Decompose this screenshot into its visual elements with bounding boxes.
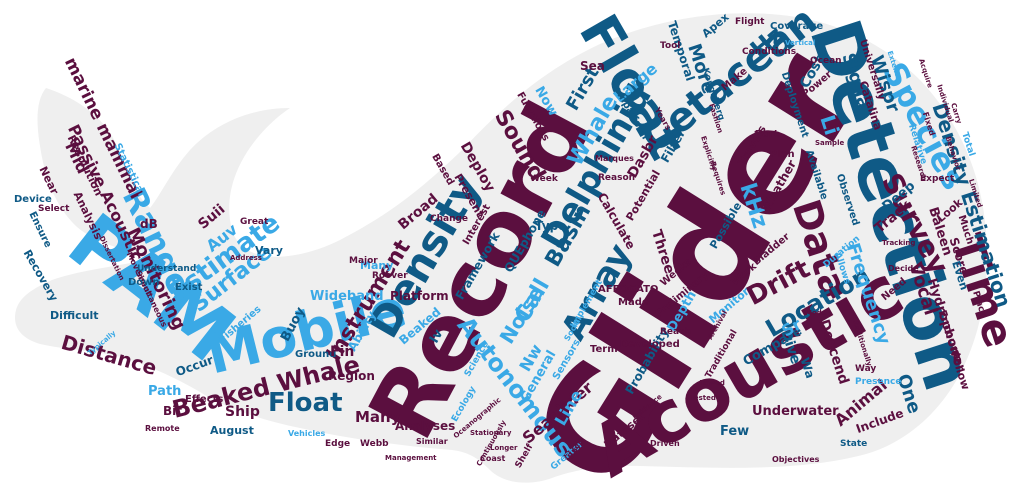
word-reason: Reason — [598, 173, 636, 183]
word-similar: Similar — [416, 437, 448, 446]
word-term: Term — [590, 344, 618, 355]
word-affogato: AFFOGATO — [598, 284, 659, 295]
word-ship: Ship — [225, 404, 260, 420]
word-coast: Coast — [480, 454, 506, 463]
word-exist: Exist — [175, 282, 203, 293]
word-towed: Towed — [700, 379, 725, 387]
word-effects: Effects — [185, 394, 224, 405]
word-difficult: Difficult — [50, 309, 99, 322]
word-sea: Sea — [580, 59, 605, 73]
word-great: Great — [240, 217, 269, 227]
word-path: Path — [148, 384, 182, 399]
word-major: Major — [349, 256, 378, 266]
word-vary: Vary — [255, 244, 283, 257]
word-part: Part — [755, 129, 779, 140]
word-fin: Fin — [330, 344, 355, 360]
word-select: Select — [38, 204, 70, 214]
word-underwater: Underwater — [752, 404, 839, 419]
word-ensure: Ensure — [26, 209, 54, 250]
word-edge: Edge — [325, 439, 351, 449]
word-stationary: Stationary — [470, 429, 512, 437]
word-bit: Bit — [163, 404, 182, 418]
word-analyses: Analyses — [395, 419, 456, 433]
word-presence: Presence — [855, 377, 902, 387]
word-type: Type — [535, 219, 567, 233]
word-mode: Mode — [805, 309, 827, 317]
word-ground: Ground — [295, 349, 337, 360]
word-region: Region — [328, 369, 375, 383]
word-near: Near — [36, 164, 62, 197]
word-many-1: Many — [355, 408, 401, 426]
word-shelf: Shelf — [513, 442, 536, 471]
word-platform: Platform — [390, 289, 449, 303]
word-understand: Understand — [137, 264, 197, 274]
word-roover: Roover — [372, 271, 408, 281]
word-change: Change — [430, 214, 469, 224]
word-float-2: Float — [268, 388, 343, 418]
word-week: Week — [530, 174, 558, 184]
word-longer: Longer — [490, 444, 518, 452]
whale-body-shape — [15, 13, 987, 483]
word-few: Few — [720, 424, 750, 439]
word-recovery: Recovery — [20, 247, 61, 304]
word-state: State — [840, 439, 868, 449]
word-tool: Tool — [660, 41, 681, 51]
word-way: Way — [855, 364, 877, 374]
word-webb: Webb — [360, 439, 389, 449]
word-sample: Sample — [815, 139, 845, 147]
word-coverage: Coverage — [770, 21, 824, 32]
word-vehicles: Vehicles — [288, 429, 326, 438]
word-conditions: Conditions — [742, 47, 797, 57]
word-made: Made — [618, 297, 649, 308]
word-address: Address — [230, 254, 262, 262]
word-down: Down — [128, 277, 160, 288]
word-expect: Expect — [920, 174, 955, 184]
word-management: Management — [385, 454, 437, 462]
word-device: Device — [14, 194, 52, 205]
word-db: dB — [140, 217, 158, 231]
word-remote: Remote — [145, 424, 180, 433]
word-wideband: Wideband — [310, 289, 384, 304]
word-august: August — [210, 424, 254, 437]
word-decide: Decide — [888, 264, 919, 273]
word-ocean: Ocean — [810, 56, 842, 66]
word-marques: Marques — [595, 154, 634, 163]
word-tested: Tested — [690, 394, 716, 402]
word-plan: Plan — [770, 149, 795, 160]
word-many-2: Many — [360, 259, 394, 272]
word-driven: Driven — [650, 439, 680, 448]
word-developed: Developed — [620, 339, 680, 350]
word-vertical: Vertical — [785, 39, 816, 47]
word-apex: Apex — [699, 10, 732, 41]
word-reach: Reach — [660, 327, 691, 337]
word-flight: Flight — [735, 17, 765, 27]
word-tracking: Tracking — [882, 239, 916, 247]
word-objectives: Objectives — [772, 455, 820, 464]
